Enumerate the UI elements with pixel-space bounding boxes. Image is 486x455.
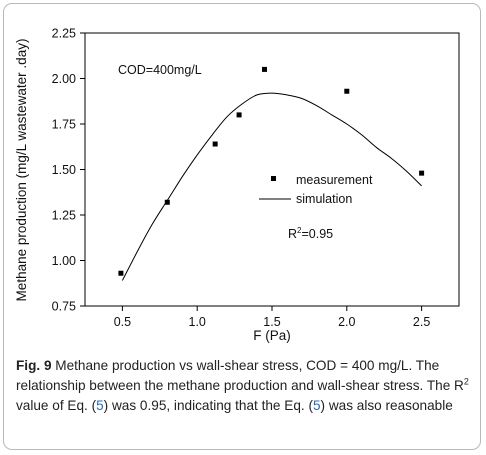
x-axis-label: F (Pa) — [253, 328, 291, 343]
x-tick-label: 2.5 — [413, 315, 430, 329]
measurement-point — [164, 199, 170, 205]
y-axis-label: Methane production (mg/L wastewater .day… — [14, 39, 29, 302]
measurement-point — [419, 170, 425, 176]
measurement-point — [344, 88, 350, 94]
r2-prefix: R — [288, 227, 297, 241]
measurement-point — [262, 66, 268, 72]
measurement-point — [212, 141, 218, 147]
r2-value: =0.95 — [301, 227, 333, 241]
cod-annotation: COD=400mg/L — [118, 63, 202, 77]
legend-simulation-label: simulation — [296, 192, 352, 206]
legend-measurement-marker — [271, 176, 276, 181]
x-tick-label: 2.0 — [338, 315, 355, 329]
figure-caption: Fig. 9 Methane production vs wall-shear … — [16, 356, 474, 416]
caption-text-part3: ) was 0.95, indicating that the Eq. ( — [103, 398, 313, 413]
measurement-point — [118, 270, 124, 276]
x-tick-label: 1.5 — [263, 315, 280, 329]
methane-chart: 0.75 1.00 1.25 1.50 1.75 2.00 2.25 0.5 1.0 1.5 2.… — [14, 27, 460, 343]
simulation-series — [121, 92, 422, 281]
r2-annotation: R2=0.95 — [288, 226, 333, 241]
y-tick-label: 2.25 — [52, 27, 76, 41]
r2-superscript: 2 — [297, 226, 302, 235]
caption-text-part4: ) was also reasonable — [320, 398, 453, 413]
legend: measurement simulation — [259, 173, 373, 206]
caption-text-part2: value of Eq. ( — [16, 398, 97, 413]
measurement-point — [236, 112, 242, 118]
y-tick-label: 2.00 — [52, 72, 76, 86]
x-axis-ticks: 0.5 1.0 1.5 2.0 2.5 — [114, 306, 430, 329]
x-tick-label: 1.0 — [189, 315, 206, 329]
y-tick-label: 1.25 — [52, 209, 76, 223]
x-tick-label: 0.5 — [114, 315, 131, 329]
caption-figure-label: Fig. 9 — [16, 358, 52, 373]
figure-frame — [3, 3, 481, 450]
caption-text-part1: Methane production vs wall-shear stress,… — [16, 358, 464, 393]
simulation-line — [121, 92, 422, 281]
caption-equation-link[interactable]: 5 — [312, 398, 321, 413]
legend-measurement-label: measurement — [296, 173, 373, 187]
y-tick-label: 1.50 — [52, 163, 76, 177]
caption-superscript: 2 — [463, 376, 469, 387]
y-tick-label: 0.75 — [52, 300, 76, 314]
measurement-series — [118, 66, 425, 276]
y-axis-ticks: 0.75 1.00 1.25 1.50 1.75 2.00 2.25 — [52, 27, 85, 314]
y-tick-label: 1.00 — [52, 254, 76, 268]
caption-equation-link[interactable]: 5 — [96, 398, 104, 413]
y-tick-label: 1.75 — [52, 118, 76, 132]
